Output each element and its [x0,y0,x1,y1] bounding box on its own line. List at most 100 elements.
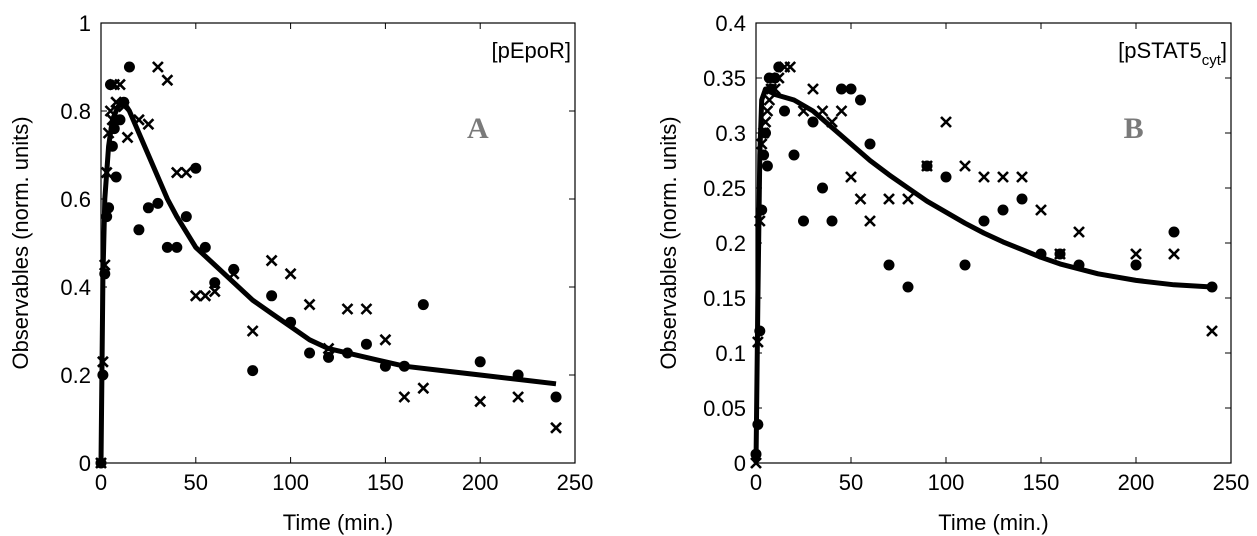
data-point-cross [765,83,778,95]
legend-label: [pEpoR] [492,38,572,63]
data-point-circle [133,224,145,236]
data-point-circle [199,241,211,253]
data-point-cross [835,105,848,117]
data-point-cross [151,61,164,73]
data-point-cross [189,289,202,302]
data-point-cross [106,113,119,126]
legend-label: [pSTAT5cyt] [1118,38,1227,69]
fit-curve [753,86,1213,464]
data-point-circle [341,347,353,359]
data-point-circle [360,338,372,350]
data-point-circle [978,215,990,227]
x-tick-label: 50 [184,470,208,495]
data-point-cross [104,105,117,117]
y-tick-label: 0.35 [703,66,746,91]
data-point-cross [761,105,774,117]
data-point-cross [96,355,109,368]
data-point-circle [750,448,762,460]
data-point-circle [474,356,486,368]
data-point-cross [755,138,768,150]
data-point-circle [1168,226,1180,238]
data-point-cross [751,336,764,348]
y-tick-label: 0.15 [703,286,746,311]
data-point-cross [474,395,487,408]
data-point-cross [1016,171,1028,183]
data-point-cross [100,166,113,179]
x-tick-label: 200 [1118,470,1155,495]
y-tick-label: 0.2 [715,231,746,256]
data-point-circle [758,149,770,161]
data-point-cross [417,382,430,395]
legend-text: [pEpoR] [492,38,572,63]
data-point-circle [997,204,1009,216]
data-point-circle [1206,281,1218,293]
data-point-cross [161,74,174,87]
data-point-cross [759,116,772,128]
data-point-circle [180,211,192,223]
data-point-cross [1054,248,1066,260]
data-point-circle [152,197,164,209]
x-tick-label: 0 [95,470,107,495]
data-point-circle [110,171,122,183]
data-point-circle [99,268,111,280]
y-tick-label: 0.1 [715,341,746,366]
y-tick-label: 0 [734,451,746,476]
data-point-cross [246,325,259,337]
data-point-circle [845,83,857,95]
y-tick-label: 0.4 [60,275,91,300]
data-point-cross [763,94,776,106]
data-point-circle [512,369,524,381]
data-point-circle [836,83,847,95]
data-point-circle [1073,259,1085,271]
data-point-cross [1035,204,1047,216]
data-point-cross [921,160,933,172]
plot-frame [755,22,1232,464]
data-point-cross [1168,248,1180,260]
data-point-cross [959,160,971,172]
data-point-cross [757,127,770,139]
data-point-cross [398,391,411,403]
data-point-cross [769,83,781,95]
data-point-cross [772,72,785,84]
data-point-cross [512,391,525,403]
data-point-cross [284,267,297,280]
y-axis-label: Observables (norm. units) [656,116,681,369]
data-point-cross [102,127,115,139]
data-point-circle [323,351,335,363]
data-point-circle [773,61,785,73]
data-point-circle [101,211,113,223]
data-point-circle [114,114,126,126]
data-point-circle [1130,259,1142,271]
x-tick-label: 250 [1213,470,1250,495]
data-point-cross [1206,325,1218,337]
x-tick-label: 250 [557,470,594,495]
data-point-circle [398,360,410,372]
data-point-cross [816,105,829,117]
data-point-circle [959,259,971,271]
data-point-cross [170,166,183,179]
chart-panel-a: 0 50 100 150 200 250 0 0.2 0.4 0.6 0.8 1 Time (min.)… [8,11,593,535]
data-point-circle [266,290,278,302]
data-point-circle [788,149,800,161]
data-point-circle [1035,248,1047,260]
data-point-circle [209,277,221,289]
data-point-cross [98,259,111,271]
data-point-circle [190,162,202,174]
data-point-circle [902,281,914,293]
y-tick-label: 1 [79,11,91,36]
x-tick-label: 50 [839,470,863,495]
y-tick-label: 0.25 [703,176,746,201]
data-point-cross [753,215,766,227]
data-point-cross [940,116,952,128]
data-point-cross [142,118,155,131]
y-tick-label: 0.05 [703,396,746,421]
data-point-cross [1130,248,1142,260]
data-point-circle [304,347,316,359]
x-tick-label: 100 [272,470,309,495]
data-point-circle [807,116,819,128]
data-point-cross [997,171,1009,183]
y-tick-label: 0.3 [715,121,746,146]
y-tick-label: 0.8 [60,99,91,124]
x-axis-label: Time (min.) [938,510,1048,535]
data-point-circle [826,215,838,227]
